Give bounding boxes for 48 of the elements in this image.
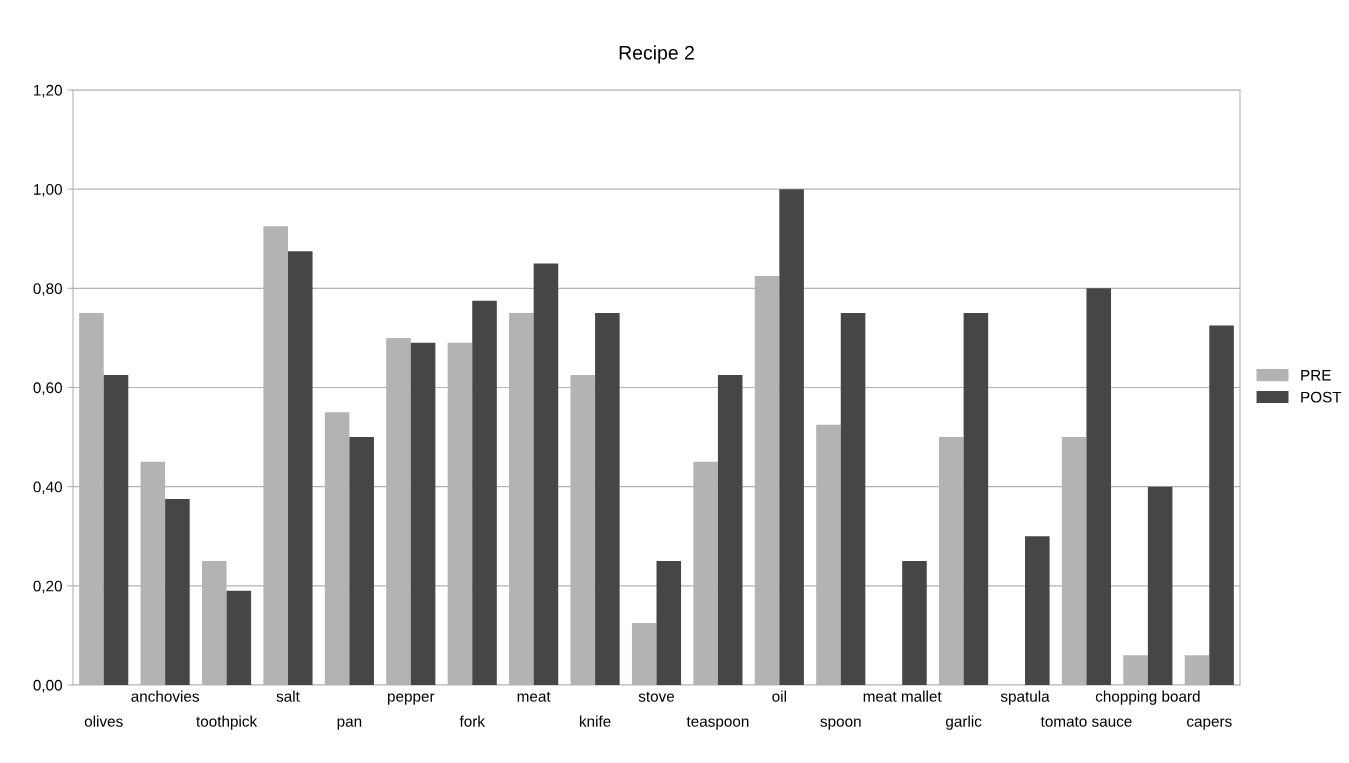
bar xyxy=(103,375,129,685)
y-tick-label: 0,20 xyxy=(33,580,62,594)
bar xyxy=(1025,536,1050,685)
x-tick-label: olives xyxy=(84,715,123,727)
bar xyxy=(840,313,866,685)
x-tick-label: toothpick xyxy=(196,715,258,730)
x-tick-label: capers xyxy=(1187,718,1232,730)
bar xyxy=(410,342,436,685)
chart-title: Recipe 2 xyxy=(619,45,694,64)
bar xyxy=(533,263,559,685)
bar xyxy=(1209,325,1234,685)
x-tick-label: anchovies xyxy=(131,690,199,702)
x-tick-label: fork xyxy=(459,715,485,727)
y-tick-label: 0,80 xyxy=(33,283,62,296)
y-tick-label: 0,00 xyxy=(33,679,62,693)
x-tick-label: meat mallet xyxy=(863,690,942,702)
x-tick-label: garlic xyxy=(945,715,982,730)
bar xyxy=(226,590,252,685)
bar xyxy=(595,313,620,685)
legend-label: POST xyxy=(1301,391,1342,403)
bar xyxy=(472,300,497,685)
x-tick-label: salt xyxy=(276,690,300,702)
x-tick-label: teaspoon xyxy=(686,716,749,730)
y-tick-label: 1,00 xyxy=(34,184,62,197)
bar xyxy=(1147,486,1173,685)
x-tick-label: tomato sauce xyxy=(1040,716,1132,727)
bar xyxy=(902,561,927,685)
bar xyxy=(349,437,374,685)
x-tick-label: chopping board xyxy=(1095,690,1200,705)
x-tick-label: spoon xyxy=(820,718,861,730)
bar xyxy=(963,313,989,685)
x-tick-label: pan xyxy=(337,718,362,730)
y-tick-label: 0,60 xyxy=(33,382,62,395)
x-tick-label: spatula xyxy=(1000,690,1050,705)
y-tick-label: 0,40 xyxy=(33,481,62,495)
legend-label: PRE xyxy=(1301,370,1331,381)
bar xyxy=(717,375,743,685)
bar xyxy=(1086,288,1112,685)
bar xyxy=(165,499,190,685)
x-tick-label: knife xyxy=(579,715,611,727)
y-tick-label: 1,20 xyxy=(34,84,62,98)
bar xyxy=(656,561,682,685)
bar xyxy=(287,251,313,685)
x-tick-label: oil xyxy=(772,690,786,702)
bar xyxy=(779,189,804,685)
x-tick-label: meat xyxy=(517,691,551,702)
x-tick-label: stove xyxy=(638,691,675,702)
x-tick-label: pepper xyxy=(388,693,435,705)
